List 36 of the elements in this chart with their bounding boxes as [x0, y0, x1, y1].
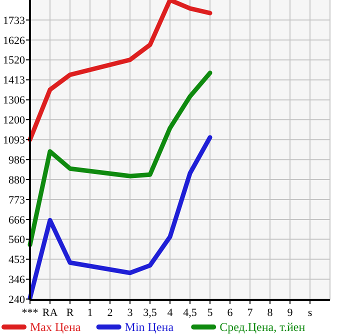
line-series: [28, 135, 212, 300]
y-tick-label: 1093: [3, 134, 26, 146]
x-tick-label: RA: [42, 307, 58, 319]
y-tick-label: 880: [8, 174, 26, 186]
line-series: [28, 0, 212, 142]
x-tick-label: 4,5: [183, 307, 198, 319]
legend-label: Max Цена: [30, 320, 82, 334]
x-tick-label: 9: [287, 307, 294, 319]
y-tick-label: 1733: [3, 14, 26, 27]
legend-label: Min Цена: [124, 320, 174, 334]
y-tick-label: 1626: [3, 34, 26, 47]
x-tick-label: R: [66, 307, 74, 319]
x-tick-label: 8: [267, 307, 274, 319]
y-tick-label: 773: [8, 194, 26, 206]
line-series: [28, 70, 212, 248]
y-tick-label: 240: [8, 294, 26, 306]
x-tick-label: 7: [247, 307, 254, 319]
x-tick-label: 5: [207, 307, 214, 319]
y-tick-label: 346: [8, 274, 26, 286]
y-tick-label: 986: [8, 154, 26, 166]
x-tick-label: 3,5: [143, 307, 158, 319]
y-tick-label: 1413: [3, 74, 26, 87]
x-tick-label: 6: [227, 307, 234, 319]
x-tick-label: ***: [22, 307, 38, 319]
x-tick-label: 2: [107, 307, 113, 319]
y-tick-label: 560: [8, 234, 26, 246]
x-tick-label: 1: [87, 307, 93, 319]
y-tick-label: 1200: [3, 114, 26, 126]
y-tick-label: 1520: [3, 54, 26, 67]
y-tick-label: 1306: [3, 94, 26, 107]
legend-label: Сред.Цена, т.йен: [220, 320, 306, 334]
y-tick-label: 453: [8, 254, 26, 266]
y-tick-label: 666: [8, 214, 26, 226]
x-tick-label: s: [308, 307, 312, 319]
x-tick-label: 3: [127, 307, 134, 319]
x-tick-label: 4: [167, 307, 174, 319]
